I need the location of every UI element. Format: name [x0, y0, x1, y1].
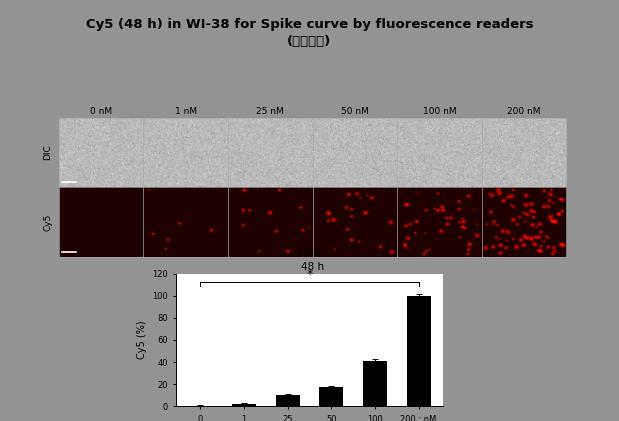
Text: DIC: DIC [43, 145, 52, 160]
Title: 48 h: 48 h [297, 249, 322, 259]
Bar [319, 387, 344, 406]
Bar [363, 361, 387, 406]
Y-axis label: Cy5 (%): Cy5 (%) [137, 321, 147, 359]
Bar [275, 395, 300, 406]
Text: 200 nM: 200 nM [508, 107, 541, 116]
Text: 50 nM: 50 nM [341, 107, 369, 116]
Bar [407, 296, 431, 406]
Text: 1 nM: 1 nM [175, 107, 197, 116]
Text: Cy5 (48 h) in WI-38 for Spike curve by fluorescence readers
(조건실험): Cy5 (48 h) in WI-38 for Spike curve by f… [85, 18, 534, 48]
Text: Cy5: Cy5 [43, 213, 52, 231]
Text: *: * [306, 268, 313, 281]
Bar [232, 403, 256, 406]
Text: 48 h: 48 h [301, 262, 324, 272]
Text: 0 nM: 0 nM [90, 107, 112, 116]
Text: 25 nM: 25 nM [256, 107, 284, 116]
Text: 100 nM: 100 nM [423, 107, 456, 116]
